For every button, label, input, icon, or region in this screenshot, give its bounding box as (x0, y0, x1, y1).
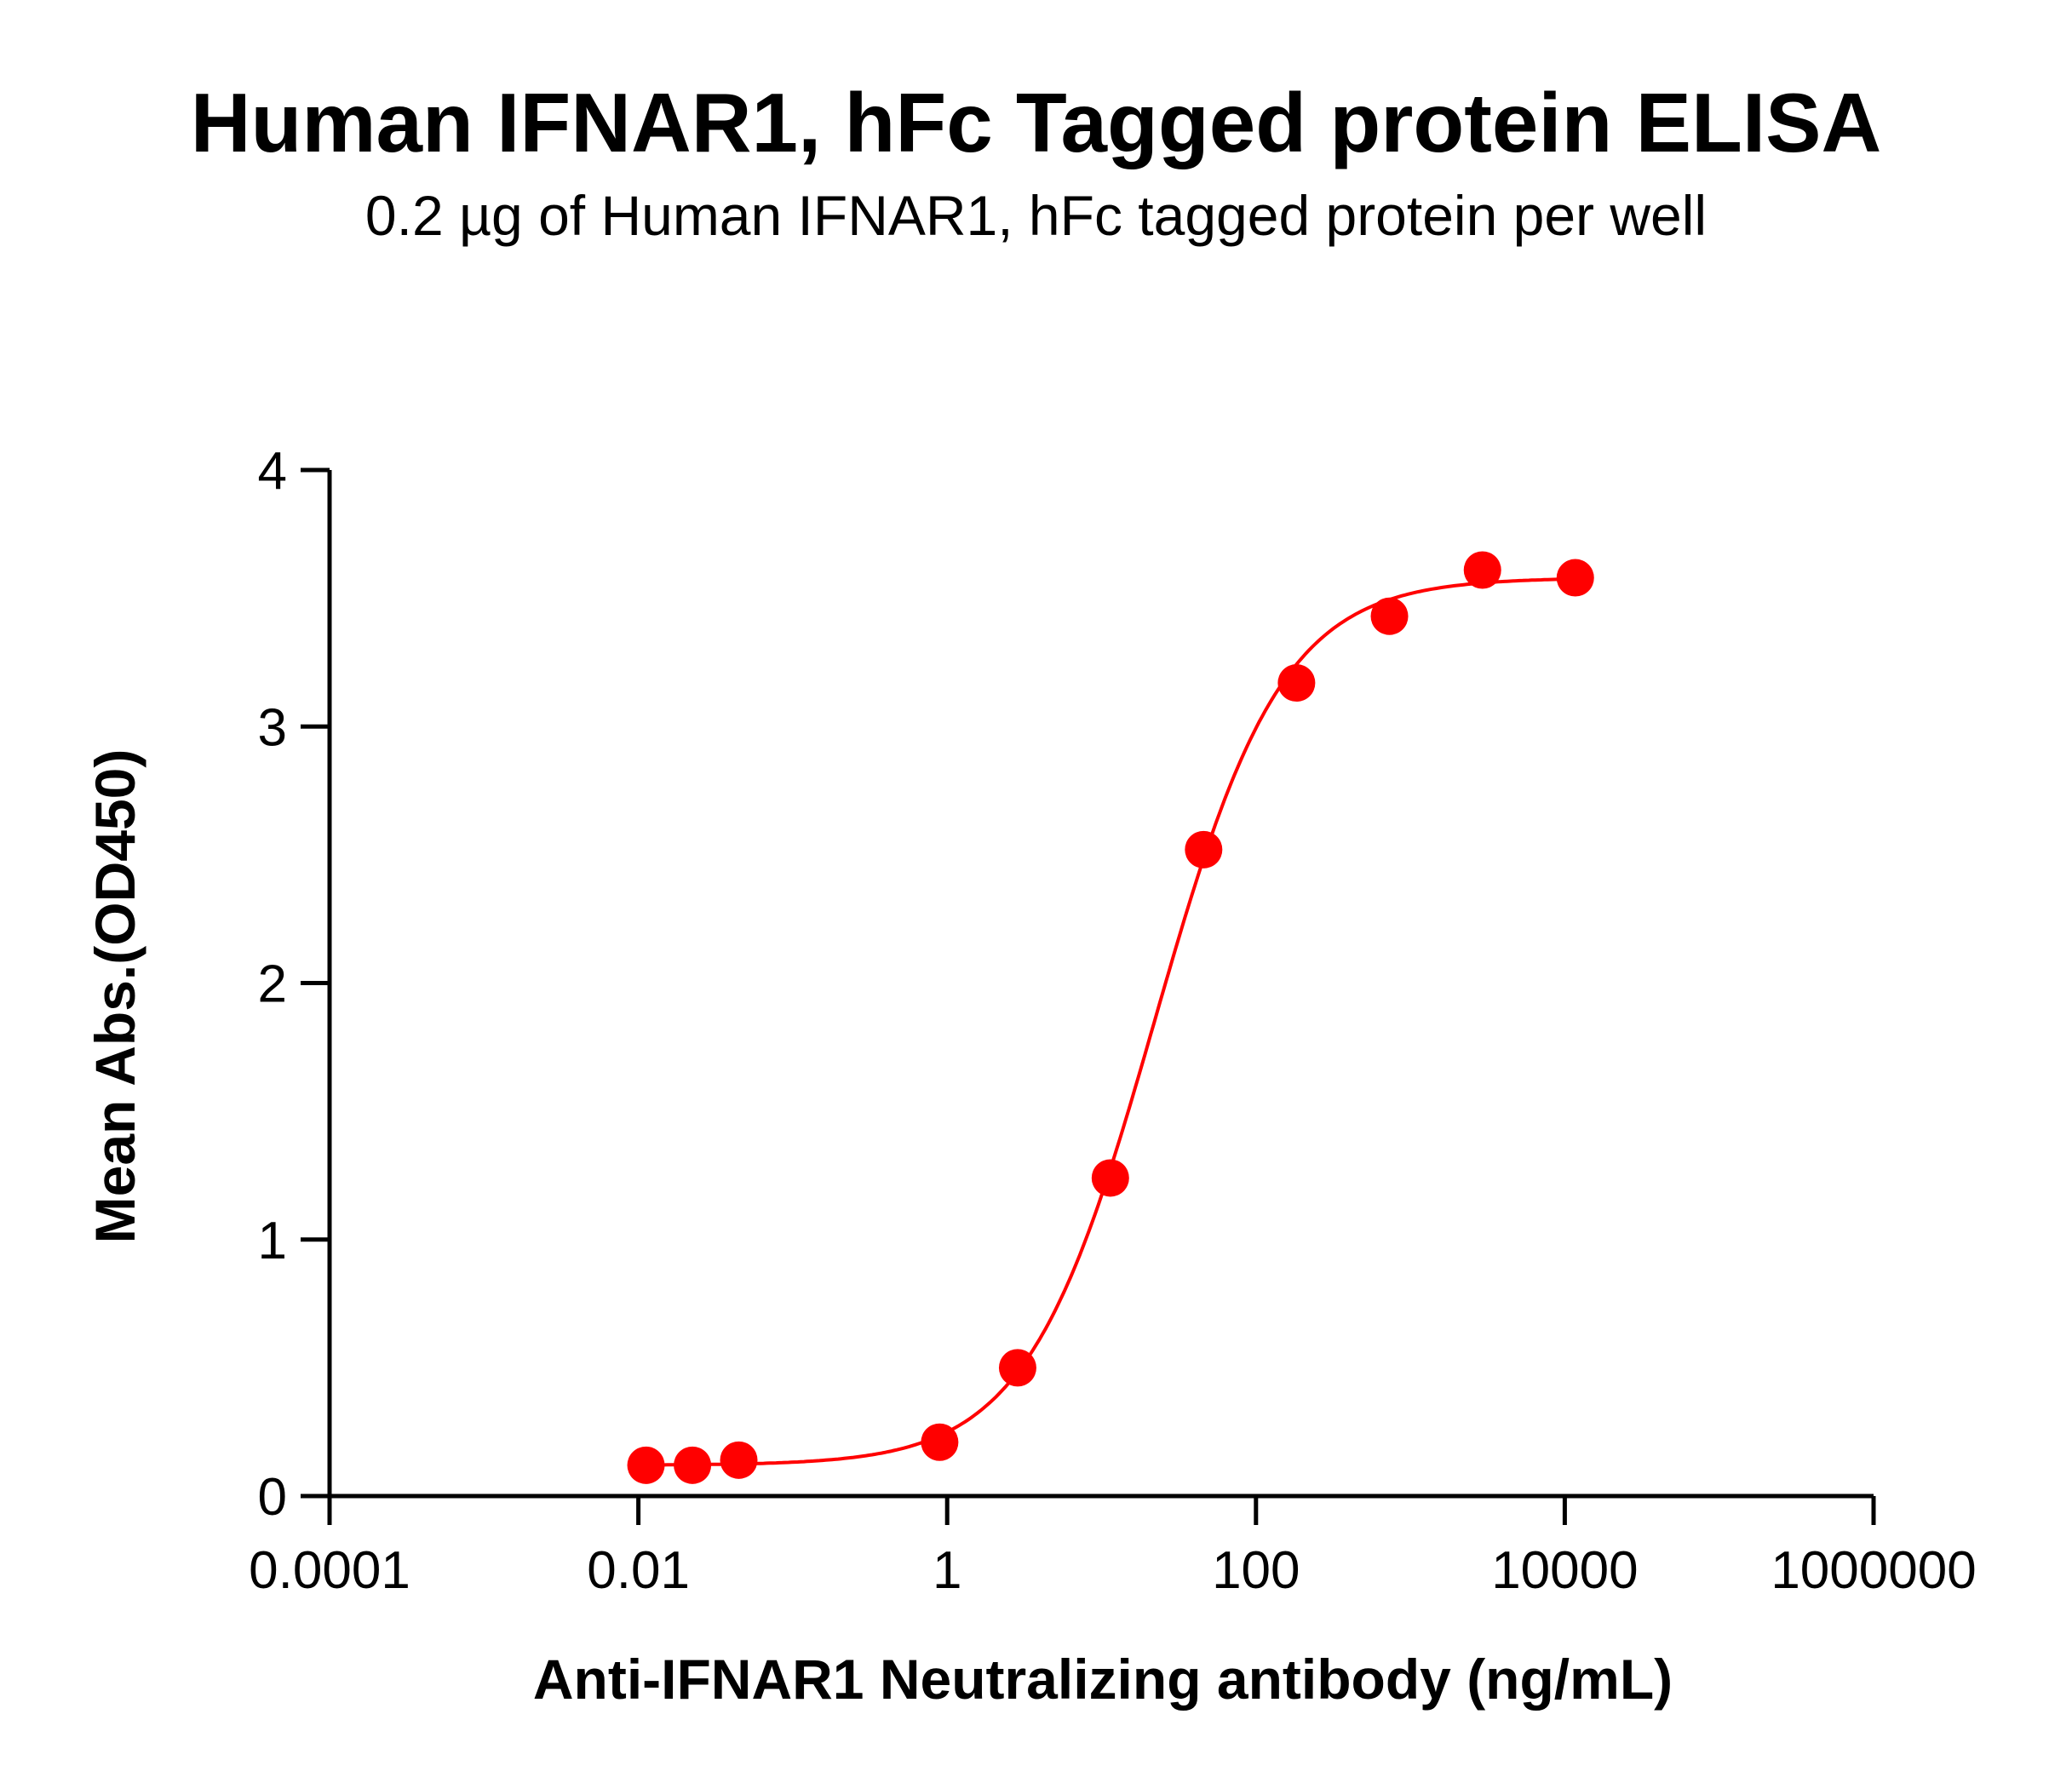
fit-curve (646, 577, 1576, 1467)
data-point (921, 1423, 959, 1461)
chart-subtitle: 0.2 µg of Human IFNAR1, hFc tagged prote… (364, 184, 1708, 247)
data-point (998, 1349, 1036, 1387)
x-tick-label: 10000 (1491, 1541, 1638, 1600)
y-tick-label: 1 (258, 1212, 287, 1270)
data-points-layer (627, 551, 1594, 1484)
y-tick-label: 0 (258, 1468, 287, 1527)
data-point (1277, 664, 1316, 702)
data-point (1463, 551, 1501, 589)
data-point (674, 1446, 712, 1484)
x-tick-label: 100 (1212, 1541, 1300, 1600)
data-point (1091, 1159, 1129, 1197)
axes: 0 1 2 3 4 0.0001 0.01 1 100 10000 1000000 (249, 442, 1977, 1600)
data-point (1185, 830, 1223, 869)
data-point (720, 1441, 758, 1479)
chart-title: Human IFNAR1, hFc Tagged protein ELISA (190, 76, 1882, 169)
x-tick-label: 0.0001 (249, 1541, 410, 1600)
data-point (1370, 597, 1409, 635)
y-tick-label: 2 (258, 955, 287, 1014)
x-tick-label: 1000000 (1771, 1541, 1976, 1600)
data-point (1556, 559, 1594, 597)
x-tick-label: 0.01 (587, 1541, 690, 1600)
x-axis-label: Anti-IFNAR1 Neutralizing antibody (ng/mL… (533, 1648, 1673, 1711)
y-tick-label: 4 (258, 442, 287, 501)
fit-curve-layer (646, 577, 1576, 1467)
y-tick-label: 3 (258, 698, 287, 757)
data-point (627, 1446, 665, 1484)
y-axis-label: Mean Abs.(OD450) (83, 749, 146, 1244)
x-tick-label: 1 (933, 1541, 961, 1600)
